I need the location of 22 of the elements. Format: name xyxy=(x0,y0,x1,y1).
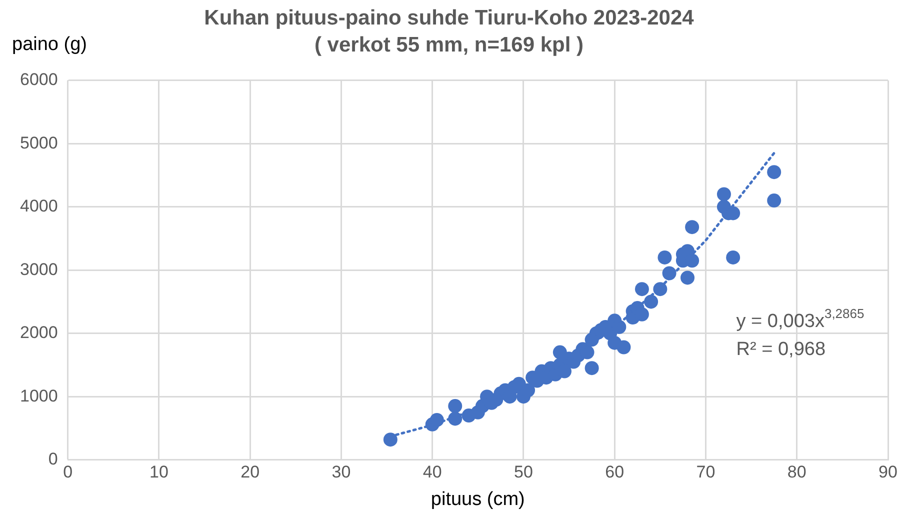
y-tick-label: 0 xyxy=(48,449,58,468)
x-tick-label: 50 xyxy=(514,462,533,482)
x-tick-label: 20 xyxy=(240,462,260,482)
x-tick-label: 40 xyxy=(422,462,442,482)
x-tick-label: 80 xyxy=(787,462,806,482)
y-tick-label: 4000 xyxy=(20,196,58,216)
x-tick-label: 70 xyxy=(696,462,716,482)
x-tick-label: 10 xyxy=(149,462,168,482)
y-axis-title: paino (g) xyxy=(12,34,87,55)
x-tick-label: 90 xyxy=(878,462,898,482)
annotation: R² = 0,968 xyxy=(736,339,826,360)
y-tick-label: 1000 xyxy=(20,386,58,406)
y-tick-label: 5000 xyxy=(20,133,58,152)
x-tick-label: 30 xyxy=(332,462,351,482)
y-tick-label: 3000 xyxy=(20,260,58,279)
y-tick-label: 2000 xyxy=(20,323,58,342)
x-axis-title: pituus (cm) xyxy=(430,488,525,510)
x-tick-label: 0 xyxy=(63,462,73,482)
chart-subtitle: ( verkot 55 mm, n=169 kpl ) xyxy=(314,34,584,57)
y-tick-label: 6000 xyxy=(20,70,58,90)
x-tick-label: 60 xyxy=(605,462,624,482)
chart-title: Kuhan pituus-paino suhde Tiuru-Koho 2023-2024 xyxy=(204,6,694,30)
